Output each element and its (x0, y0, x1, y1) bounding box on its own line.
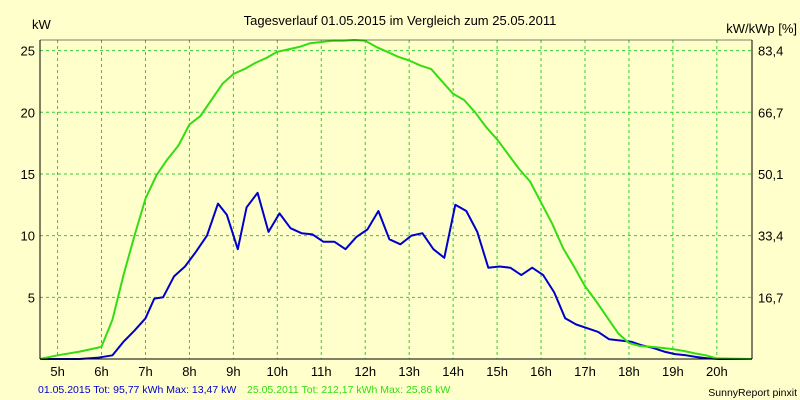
x-tick-label-15h: 15h (486, 364, 508, 379)
x-tick-label-20h: 20h (706, 364, 728, 379)
y-tick-label-left-15: 15 (21, 167, 35, 182)
tick-labels: 5h 6h 7h 8h 9h 10h 11h 12h 13h 14h 15h 16h 17h 18h 19h… (21, 44, 784, 379)
x-tick-label-10h: 10h (266, 364, 288, 379)
axes (39, 39, 753, 360)
footer-credit: SunnyReport pinxit (708, 387, 797, 399)
x-tick-label-7h: 7h (138, 364, 152, 379)
x-tick-label-13h: 13h (398, 364, 420, 379)
y-tick-label-left-25: 25 (21, 44, 35, 59)
y-tick-label-right-3: 66,7 (758, 105, 783, 120)
y-tick-label-right-2: 50,1 (758, 167, 783, 182)
legend-summary-2011: 25.05.2011 Tot: 212,17 kWh Max: 25,86 kW (247, 384, 450, 396)
x-tick-label-12h: 12h (354, 364, 376, 379)
chart-title: Tagesverlauf 01.05.2015 im Vergleich zum… (244, 13, 557, 28)
y-tick-label-right-4: 83,4 (758, 44, 783, 59)
x-tick-label-18h: 18h (618, 364, 640, 379)
y-tick-label-left-5: 5 (28, 290, 35, 305)
x-tick-label-6h: 6h (94, 364, 108, 379)
x-tick-label-9h: 9h (226, 364, 240, 379)
x-tick-label-11h: 11h (311, 364, 332, 379)
x-tick-label-19h: 19h (662, 364, 684, 379)
y-tick-label-left-20: 20 (21, 105, 35, 120)
y-tick-label-right-0: 16,7 (758, 290, 783, 305)
y-tick-label-left-10: 10 (21, 229, 35, 244)
y-axis-right-label: kW/kWp [%] (726, 21, 797, 36)
x-tick-label-17h: 17h (574, 364, 596, 379)
grid-lines (40, 40, 752, 359)
x-tick-label-16h: 16h (530, 364, 552, 379)
y-axis-left-label: kW (32, 17, 52, 32)
line-series_2011 (39, 39, 753, 360)
x-tick-label-5h: 5h (50, 364, 64, 379)
line-series_2015 (40, 191, 752, 360)
y-tick-label-right-1: 33,4 (758, 229, 783, 244)
x-tick-label-14h: 14h (442, 364, 464, 379)
series-lines (39, 39, 753, 360)
legend-summary-2015: 01.05.2015 Tot: 95,77 kWh Max: 13,47 kW (38, 384, 236, 396)
x-tick-label-8h: 8h (182, 364, 196, 379)
